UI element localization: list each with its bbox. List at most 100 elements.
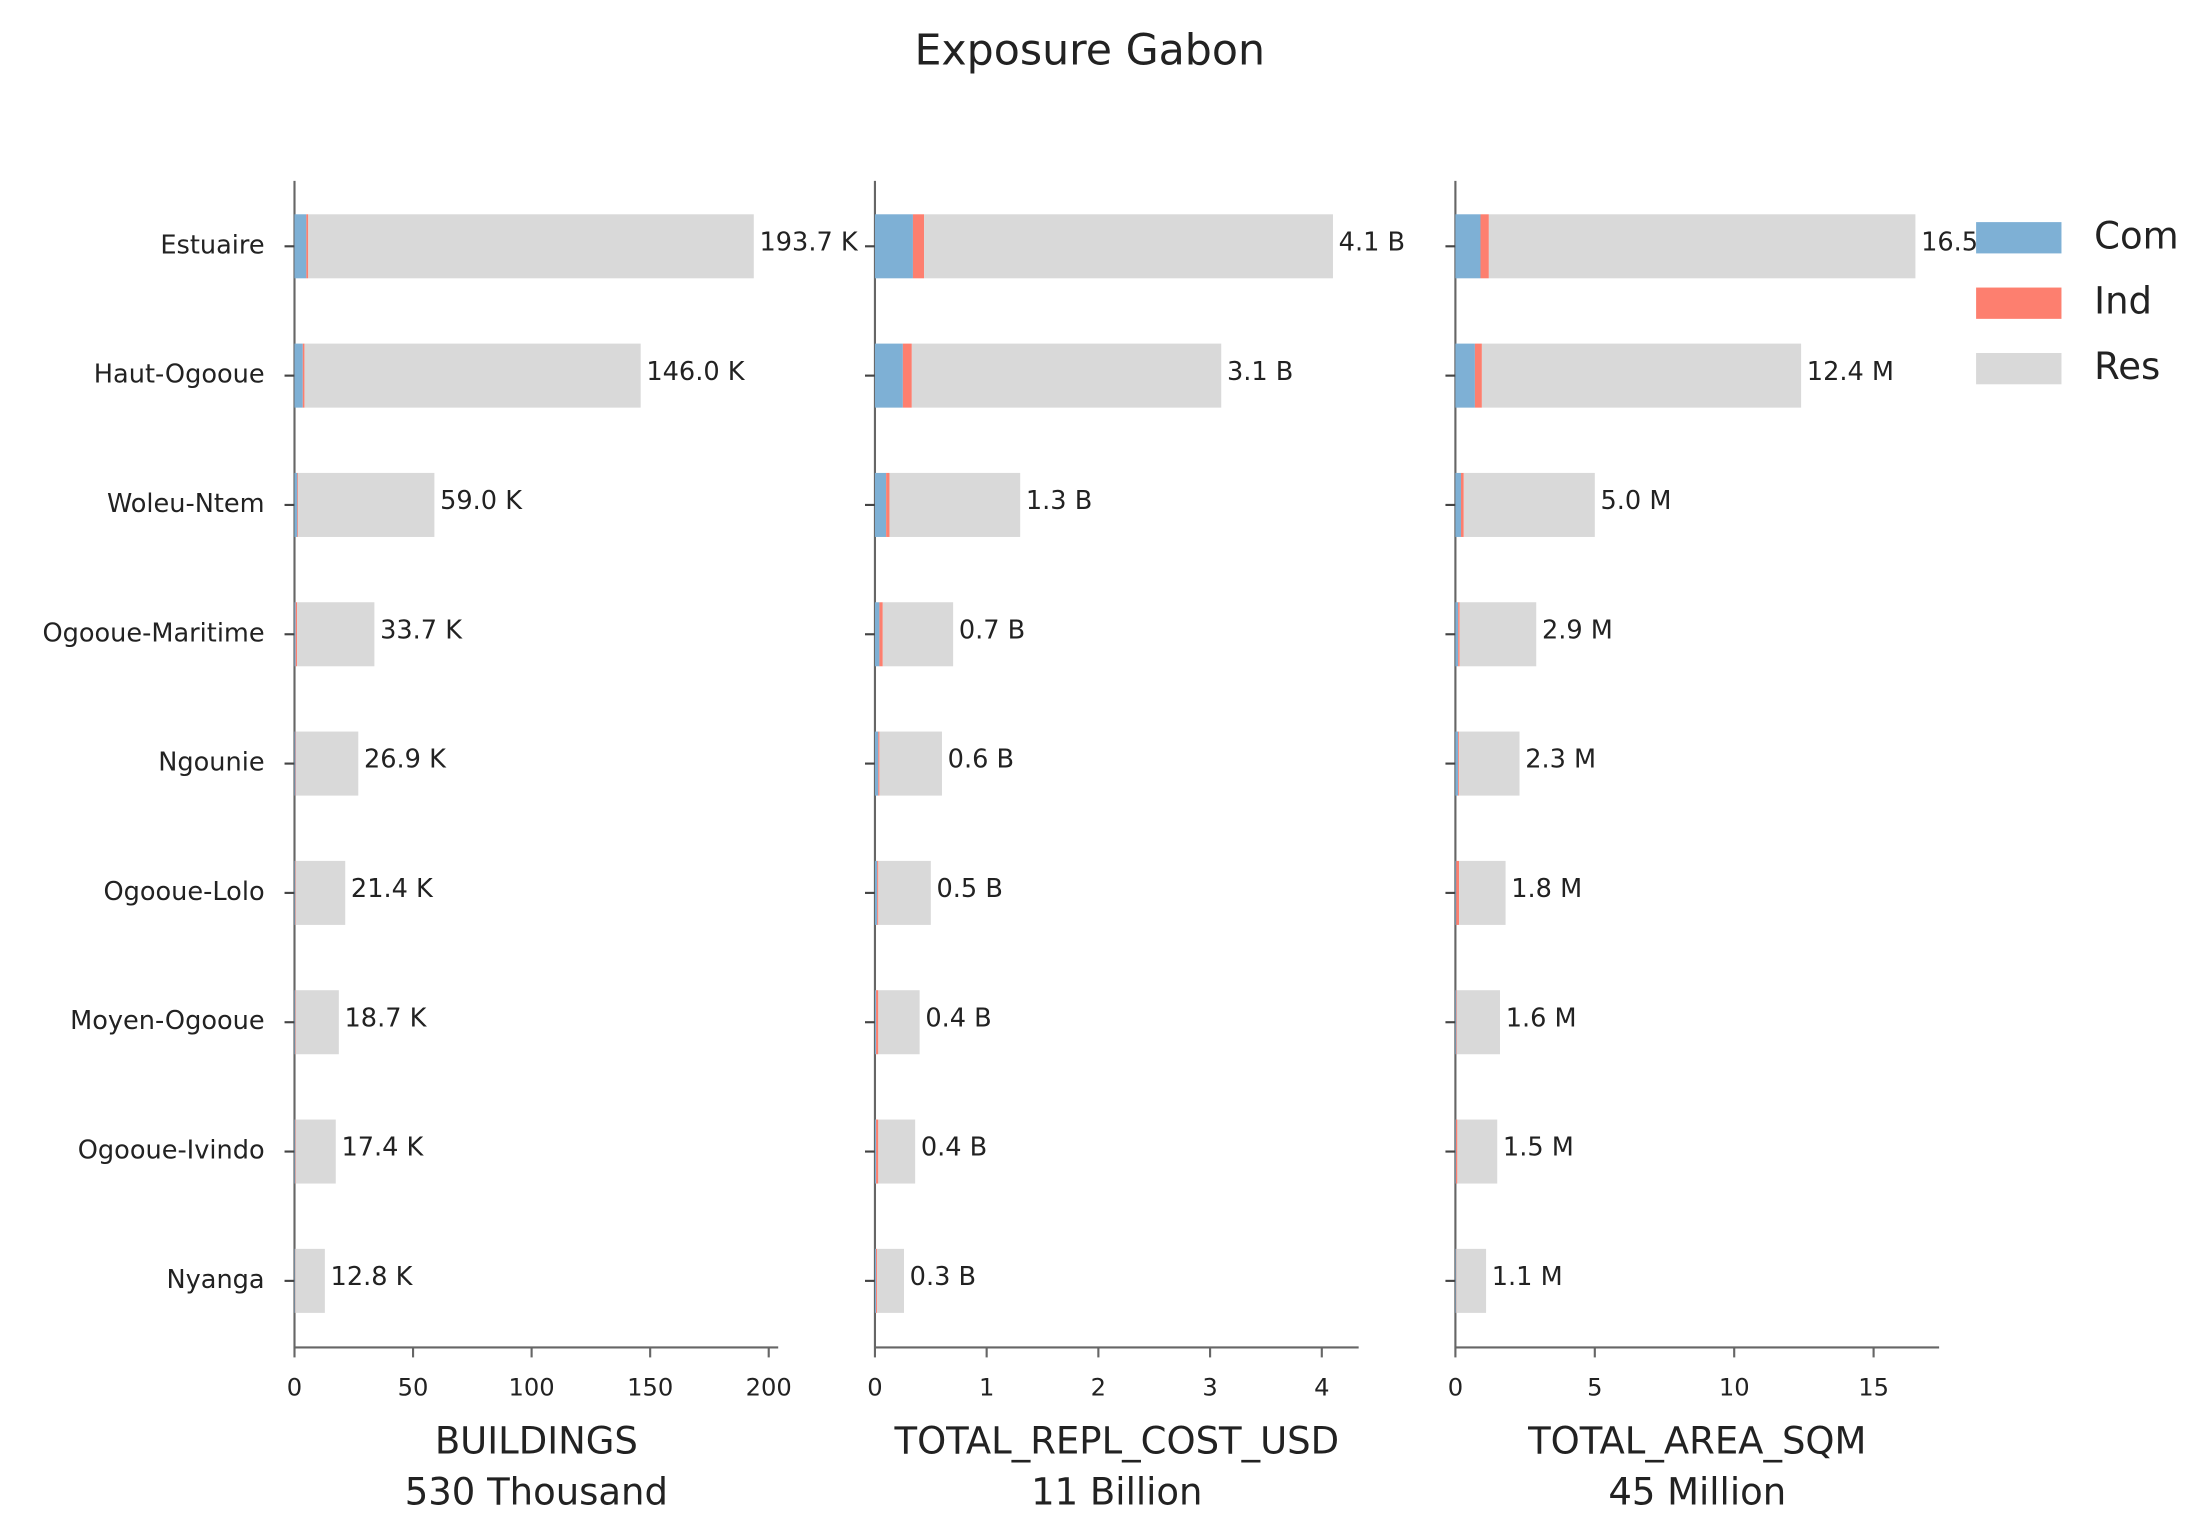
bar-segment	[874, 990, 877, 1055]
bar-segment	[295, 1248, 325, 1313]
bar-segment	[1456, 990, 1457, 1055]
bar-segment	[879, 731, 942, 796]
bar-segment	[874, 1119, 877, 1184]
value-label: 2.9 M	[1542, 615, 1613, 645]
bar-segment	[882, 602, 954, 667]
bar-segment	[1455, 602, 1459, 667]
bar-segment	[878, 1119, 916, 1184]
legend-swatch	[1976, 287, 2062, 319]
legend-label: Res	[2094, 345, 2160, 388]
y-tick-label: Ogooue-Lolo	[103, 877, 264, 907]
x-tick-label: 0	[867, 1374, 882, 1402]
bar-segment	[1480, 214, 1489, 279]
x-tick-label: 50	[398, 1374, 429, 1402]
value-label: 1.3 B	[1026, 486, 1092, 516]
x-tick-label: 5	[1587, 1374, 1602, 1402]
bar-segment	[1463, 472, 1595, 537]
value-label: 3.1 B	[1227, 357, 1293, 387]
bar-segment	[297, 472, 299, 537]
x-axis-total: 45 Million	[1608, 1470, 1786, 1513]
bar-segment	[877, 860, 879, 925]
x-axis-total: 530 Thousand	[405, 1470, 668, 1513]
bar-segment	[878, 860, 931, 925]
bar-segment	[294, 602, 296, 667]
x-axis-label: TOTAL_REPL_COST_USD	[893, 1419, 1339, 1462]
bar-segment	[294, 343, 303, 408]
bar-segment	[294, 731, 296, 796]
bar-segment	[1481, 343, 1802, 408]
y-tick-label: Ngounie	[158, 748, 264, 778]
bar-segment	[874, 472, 887, 537]
bar-segment	[874, 731, 879, 796]
value-label: 33.7 K	[380, 615, 463, 645]
bar-segment	[1488, 214, 1916, 279]
x-tick-label: 3	[1202, 1374, 1217, 1402]
bar-segment	[911, 343, 1222, 408]
bar-segment	[294, 472, 298, 537]
bar-segment	[295, 990, 339, 1055]
value-label: 26.9 K	[364, 745, 447, 775]
bar-segment	[1459, 731, 1520, 796]
x-axis-total: 11 Billion	[1031, 1470, 1202, 1513]
bar-segment	[295, 602, 298, 667]
legend-swatch	[1976, 353, 2062, 385]
value-label: 12.8 K	[331, 1262, 414, 1292]
bar-segment	[295, 731, 359, 796]
value-label: 12.4 M	[1807, 357, 1894, 387]
value-label: 0.5 B	[936, 874, 1002, 904]
bar-segment	[1458, 731, 1460, 796]
y-tick-label: Moyen-Ogooue	[70, 1006, 264, 1036]
x-tick-label: 100	[509, 1374, 555, 1402]
bar-segment	[302, 343, 305, 408]
bar-segment	[874, 602, 880, 667]
bar-segment	[889, 472, 1021, 537]
y-tick-label: Woleu-Ntem	[107, 489, 265, 519]
bar-segment	[308, 214, 754, 279]
legend-label: Ind	[2094, 280, 2152, 323]
bar-segment	[1455, 343, 1475, 408]
value-label: 5.0 M	[1600, 486, 1671, 516]
value-label: 146.0 K	[646, 357, 745, 387]
x-tick-label: 15	[1858, 1374, 1889, 1402]
x-tick-label: 0	[287, 1374, 302, 1402]
x-tick-label: 200	[746, 1374, 792, 1402]
bar-segment	[1455, 731, 1459, 796]
legend-label: Com	[2094, 214, 2178, 257]
bar-segment	[1459, 602, 1537, 667]
bar-segment	[1455, 1119, 1456, 1184]
bar-segment	[1457, 1119, 1498, 1184]
y-tick-label: Estuaire	[160, 230, 264, 260]
bar-segment	[877, 1248, 904, 1313]
value-label: 2.3 M	[1525, 745, 1596, 775]
x-tick-label: 1	[979, 1374, 994, 1402]
bar-segment	[1455, 860, 1457, 925]
value-label: 0.6 B	[948, 745, 1014, 775]
bar-segment	[912, 214, 925, 279]
value-label: 193.7 K	[759, 227, 858, 257]
bar-segment	[295, 1119, 336, 1184]
value-label: 0.3 B	[910, 1262, 976, 1292]
bar-segment	[1455, 990, 1457, 1055]
bar-segment	[886, 472, 890, 537]
x-tick-label: 150	[627, 1374, 673, 1402]
bar-segment	[878, 731, 880, 796]
value-label: 1.8 M	[1511, 874, 1582, 904]
value-label: 1.6 M	[1506, 1003, 1577, 1033]
value-label: 0.7 B	[959, 615, 1025, 645]
value-label: 17.4 K	[341, 1133, 424, 1163]
bar-segment	[876, 1119, 879, 1184]
bar-segment	[874, 860, 878, 925]
bar-segment	[1474, 343, 1482, 408]
y-tick-label: Ogooue-Maritime	[42, 618, 264, 648]
bar-segment	[294, 214, 307, 279]
bar-segment	[876, 990, 879, 1055]
value-label: 18.7 K	[345, 1003, 428, 1033]
bar-segment	[1455, 1119, 1458, 1184]
value-label: 1.1 M	[1492, 1262, 1563, 1292]
value-label: 0.4 B	[921, 1133, 987, 1163]
bar-segment	[874, 1248, 877, 1313]
bar-segment	[1455, 472, 1461, 537]
bar-segment	[298, 472, 435, 537]
